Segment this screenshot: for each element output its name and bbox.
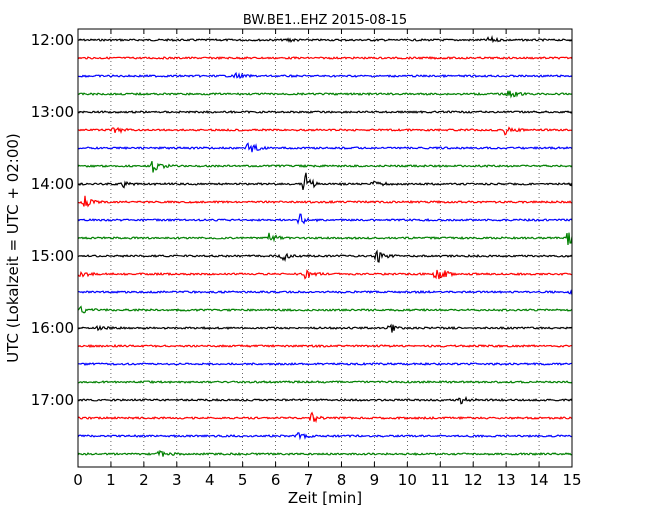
plot-frame <box>77 28 573 468</box>
x-tick-label: 9 <box>370 471 380 489</box>
seismogram-trace <box>78 361 573 366</box>
x-tick-label: 15 <box>562 471 581 489</box>
seismogram-trace <box>77 142 573 153</box>
x-tick-label: 12 <box>464 471 483 489</box>
seismogram-trace <box>77 232 573 245</box>
x-tick-label: 3 <box>172 471 182 489</box>
y-tick-label: 12:00 <box>31 31 74 49</box>
x-tick-label: 7 <box>304 471 314 489</box>
seismogram-trace <box>77 343 573 349</box>
seismogram-trace <box>77 172 573 191</box>
seismogram-trace <box>77 323 573 333</box>
x-tick-label: 11 <box>431 471 450 489</box>
x-tick-label: 8 <box>337 471 347 489</box>
x-tick-label: 1 <box>106 471 116 489</box>
x-tick-label: 6 <box>271 471 281 489</box>
seismogram-trace <box>77 126 573 136</box>
chart-title: BW.BE1..EHZ 2015-08-15 <box>243 13 407 28</box>
y-tick-label: 14:00 <box>31 175 74 193</box>
y-tick-label: 16:00 <box>31 319 74 337</box>
x-tick-label: 2 <box>139 471 149 489</box>
seismogram-trace <box>77 269 573 280</box>
seismogram-traces <box>77 34 573 457</box>
y-tick-label: 15:00 <box>31 247 74 265</box>
y-tick-label: 13:00 <box>31 103 74 121</box>
seismogram-trace <box>77 379 573 384</box>
y-tick-label: 17:00 <box>31 391 74 409</box>
x-tick-label: 5 <box>238 471 248 489</box>
x-tick-label: 4 <box>205 471 215 489</box>
x-tick-label: 13 <box>497 471 516 489</box>
seismogram-trace <box>77 195 573 208</box>
seismogram-trace <box>77 161 573 173</box>
seismogram-trace <box>77 411 573 424</box>
seismogram-trace <box>77 449 573 457</box>
seismogram-trace <box>77 110 573 114</box>
seismogram-trace <box>77 56 573 61</box>
seismogram-trace <box>77 249 573 263</box>
axis-ticks: 0 1 2 3 4 5 6 7 8 9 10 11 12 13 14 1512:0013:0014:0015:… <box>31 29 582 489</box>
seismogram-trace <box>77 90 573 99</box>
seismogram-trace <box>77 71 573 79</box>
seismogram-trace <box>77 213 573 225</box>
x-tick-label: 14 <box>530 471 549 489</box>
seismogram-trace <box>77 34 573 44</box>
x-tick-label: 0 <box>73 471 83 489</box>
seismogram-trace <box>77 305 573 314</box>
seismogram-trace <box>77 395 573 405</box>
x-tick-label: 10 <box>398 471 417 489</box>
seismogram-trace <box>77 432 573 441</box>
y-axis-label: UTC (Lokalzeit = UTC + 02:00) <box>4 133 22 363</box>
seismogram-trace <box>77 289 573 295</box>
x-axis-label: Zeit [min] <box>288 489 362 507</box>
